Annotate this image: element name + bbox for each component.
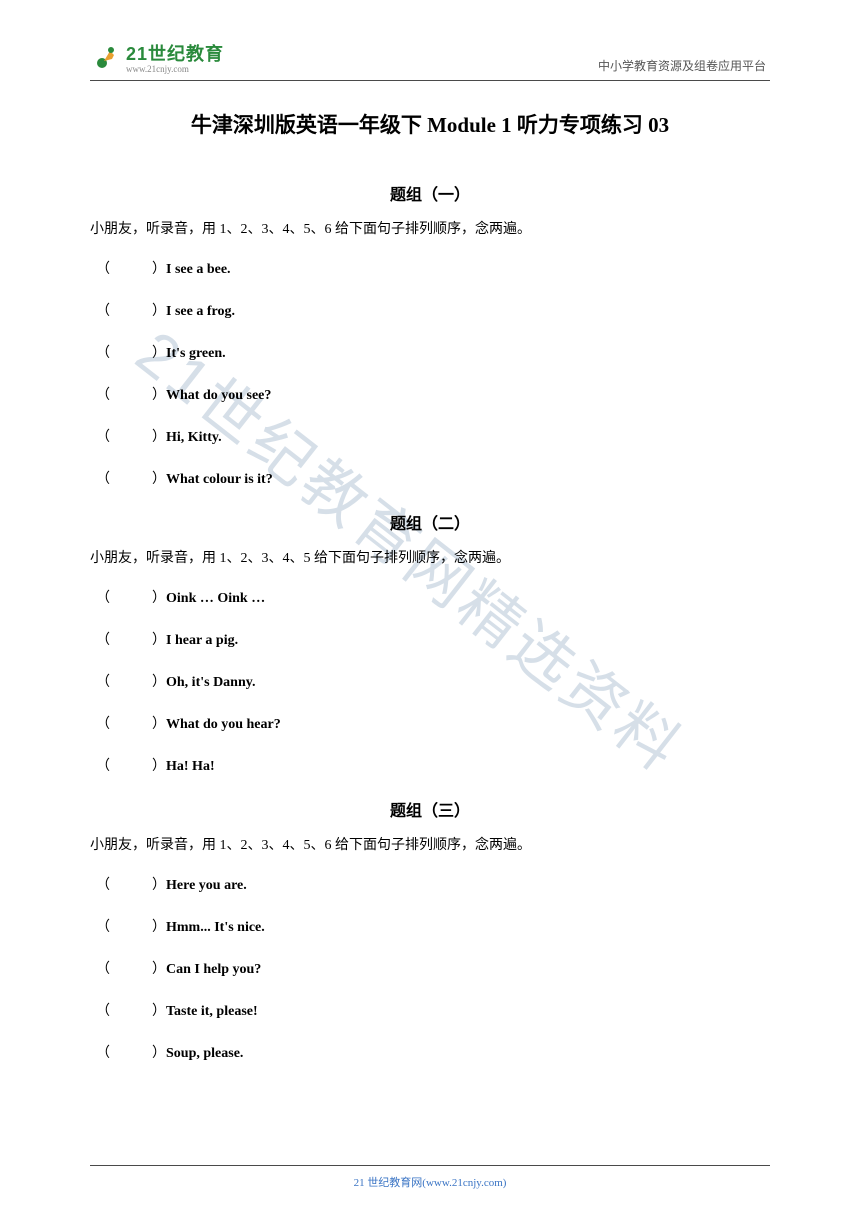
question-item: （ ）Taste it, please! — [90, 1000, 770, 1020]
answer-blank[interactable]: （ ） — [96, 717, 166, 732]
group-block: 题组（三） 小朋友，听录音，用 1、2、3、4、5、6 给下面句子排列顺序，念两遍… — [90, 797, 770, 1062]
header-divider — [90, 80, 770, 81]
question-item: （ ）Hi, Kitty. — [90, 426, 770, 446]
answer-blank[interactable]: （ ） — [96, 591, 166, 606]
question-item: （ ）Oink … Oink … — [90, 587, 770, 607]
group-instruction: 小朋友，听录音，用 1、2、3、4、5 给下面句子排列顺序，念两遍。 — [90, 548, 770, 569]
question-text: What colour is it? — [166, 472, 273, 487]
answer-blank[interactable]: （ ） — [96, 1046, 166, 1061]
answer-blank[interactable]: （ ） — [96, 675, 166, 690]
question-text: What do you hear? — [166, 717, 281, 732]
question-text: What do you see? — [166, 388, 271, 403]
answer-blank[interactable]: （ ） — [96, 1004, 166, 1019]
answer-blank[interactable]: （ ） — [96, 962, 166, 977]
page-title: 牛津深圳版英语一年级下 Module 1 听力专项练习 03 — [90, 109, 770, 139]
question-text: Ha! Ha! — [166, 759, 215, 774]
header-right-text: 中小学教育资源及组卷应用平台 — [598, 57, 766, 74]
group-title: 题组（三） — [90, 797, 770, 821]
group-title: 题组（二） — [90, 510, 770, 534]
question-item: （ ）I see a frog. — [90, 300, 770, 320]
question-text: It's green. — [166, 346, 226, 361]
question-text: Can I help you? — [166, 962, 261, 977]
question-text: Soup, please. — [166, 1046, 243, 1061]
logo-text-cn: 21世纪教育 — [126, 44, 224, 64]
footer-text: 21 世纪教育网(www.21cnjy.com) — [0, 1174, 860, 1190]
answer-blank[interactable]: （ ） — [96, 633, 166, 648]
logo: 21世纪教育 www.21cnjy.com — [94, 40, 224, 74]
question-text: I see a bee. — [166, 262, 231, 277]
question-item: （ ）Can I help you? — [90, 958, 770, 978]
question-item: （ ）What do you hear? — [90, 713, 770, 733]
question-text: Hi, Kitty. — [166, 430, 222, 445]
logo-icon — [94, 43, 122, 71]
question-text: Oh, it's Danny. — [166, 675, 255, 690]
answer-blank[interactable]: （ ） — [96, 304, 166, 319]
question-text: Hmm... It's nice. — [166, 920, 265, 935]
answer-blank[interactable]: （ ） — [96, 388, 166, 403]
answer-blank[interactable]: （ ） — [96, 472, 166, 487]
answer-blank[interactable]: （ ） — [96, 346, 166, 361]
question-item: （ ）Soup, please. — [90, 1042, 770, 1062]
question-item: （ ）I hear a pig. — [90, 629, 770, 649]
question-text: Oink … Oink … — [166, 591, 265, 606]
question-item: （ ）What do you see? — [90, 384, 770, 404]
question-item: （ ）Hmm... It's nice. — [90, 916, 770, 936]
group-instruction: 小朋友，听录音，用 1、2、3、4、5、6 给下面句子排列顺序，念两遍。 — [90, 835, 770, 856]
question-item: （ ）Ha! Ha! — [90, 755, 770, 775]
question-text: Here you are. — [166, 878, 247, 893]
question-text: I hear a pig. — [166, 633, 238, 648]
question-item: （ ）I see a bee. — [90, 258, 770, 278]
page-footer: 21 世纪教育网(www.21cnjy.com) — [0, 1165, 860, 1190]
question-text: I see a frog. — [166, 304, 235, 319]
question-item: （ ）It's green. — [90, 342, 770, 362]
question-item: （ ）What colour is it? — [90, 468, 770, 488]
question-item: （ ）Oh, it's Danny. — [90, 671, 770, 691]
answer-blank[interactable]: （ ） — [96, 430, 166, 445]
logo-text-url: www.21cnjy.com — [126, 64, 224, 74]
group-block: 题组（二） 小朋友，听录音，用 1、2、3、4、5 给下面句子排列顺序，念两遍。 （… — [90, 510, 770, 775]
answer-blank[interactable]: （ ） — [96, 759, 166, 774]
question-item: （ ）Here you are. — [90, 874, 770, 894]
question-text: Taste it, please! — [166, 1004, 258, 1019]
answer-blank[interactable]: （ ） — [96, 920, 166, 935]
page-header: 21世纪教育 www.21cnjy.com 中小学教育资源及组卷应用平台 — [90, 40, 770, 74]
answer-blank[interactable]: （ ） — [96, 262, 166, 277]
footer-divider — [90, 1165, 770, 1166]
group-instruction: 小朋友，听录音，用 1、2、3、4、5、6 给下面句子排列顺序，念两遍。 — [90, 219, 770, 240]
group-title: 题组（一） — [90, 181, 770, 205]
group-block: 题组（一） 小朋友，听录音，用 1、2、3、4、5、6 给下面句子排列顺序，念两遍… — [90, 181, 770, 488]
answer-blank[interactable]: （ ） — [96, 878, 166, 893]
